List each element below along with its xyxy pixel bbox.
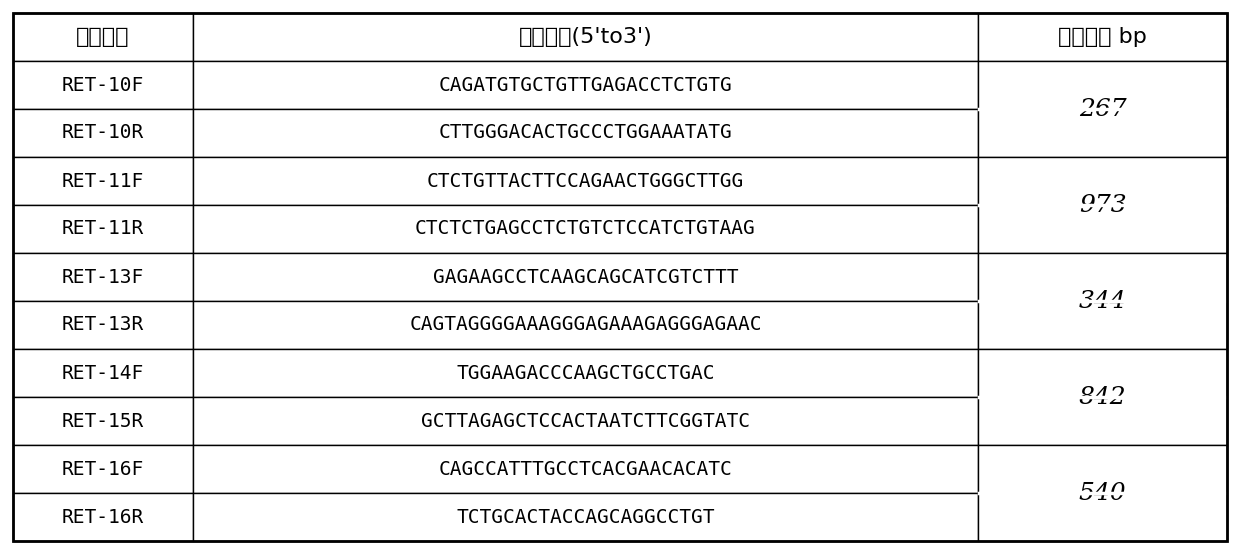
Bar bbox=[978, 397, 1228, 445]
Text: 973: 973 bbox=[1079, 193, 1126, 217]
Text: 842: 842 bbox=[1079, 386, 1126, 408]
Bar bbox=[12, 109, 192, 157]
Text: RET-13F: RET-13F bbox=[62, 268, 144, 286]
Text: TGGAAGACCCAAGCTGCCTGAC: TGGAAGACCCAAGCTGCCTGAC bbox=[456, 363, 714, 382]
Bar bbox=[978, 205, 1228, 253]
Bar bbox=[192, 301, 978, 349]
Bar bbox=[192, 61, 978, 109]
Bar bbox=[12, 61, 192, 109]
Bar bbox=[192, 205, 978, 253]
Bar bbox=[12, 349, 192, 397]
Bar bbox=[12, 253, 192, 301]
Bar bbox=[192, 109, 978, 157]
Bar bbox=[978, 13, 1228, 61]
Text: RET-11R: RET-11R bbox=[62, 219, 144, 239]
Bar bbox=[192, 157, 978, 205]
Bar bbox=[12, 205, 192, 253]
Bar bbox=[978, 61, 1228, 109]
Text: 引物名称: 引物名称 bbox=[76, 27, 130, 47]
Text: CAGATGTGCTGTTGAGACCTCTGTG: CAGATGTGCTGTTGAGACCTCTGTG bbox=[439, 75, 733, 95]
Bar bbox=[192, 253, 978, 301]
Bar bbox=[978, 253, 1228, 301]
Text: 344: 344 bbox=[1079, 290, 1126, 312]
Text: CAGCCATTTGCCTCACGAACACATC: CAGCCATTTGCCTCACGAACACATC bbox=[439, 459, 733, 479]
Text: RET-15R: RET-15R bbox=[62, 412, 144, 430]
Text: RET-16F: RET-16F bbox=[62, 459, 144, 479]
Text: RET-10F: RET-10F bbox=[62, 75, 144, 95]
Text: CTCTCTGAGCCTCTGTCTCCATCTGTAAG: CTCTCTGAGCCTCTGTCTCCATCTGTAAG bbox=[415, 219, 755, 239]
Bar bbox=[192, 397, 978, 445]
Text: 产物大小 bp: 产物大小 bp bbox=[1058, 27, 1147, 47]
Bar bbox=[192, 13, 978, 61]
Text: 267: 267 bbox=[1079, 98, 1126, 121]
Bar bbox=[978, 157, 1228, 205]
Bar bbox=[192, 445, 978, 493]
Text: CAGTAGGGGAAAGGGAGAAAGAGGGAGAAC: CAGTAGGGGAAAGGGAGAAAGAGGGAGAAC bbox=[409, 315, 761, 335]
Text: CTTGGGACACTGCCCTGGAAATATG: CTTGGGACACTGCCCTGGAAATATG bbox=[439, 124, 733, 142]
Text: RET-10R: RET-10R bbox=[62, 124, 144, 142]
Text: RET-11F: RET-11F bbox=[62, 172, 144, 191]
Text: 引物序列(5'to3'): 引物序列(5'to3') bbox=[518, 27, 652, 47]
Text: RET-16R: RET-16R bbox=[62, 507, 144, 526]
Text: CTCTGTTACTTCCAGAACTGGGCTTGG: CTCTGTTACTTCCAGAACTGGGCTTGG bbox=[427, 172, 744, 191]
Text: GAGAAGCCTCAAGCAGCATCGTCTTT: GAGAAGCCTCAAGCAGCATCGTCTTT bbox=[433, 268, 738, 286]
Text: 540: 540 bbox=[1079, 481, 1126, 505]
Bar bbox=[192, 493, 978, 541]
Text: TCTGCACTACCAGCAGGCCTGT: TCTGCACTACCAGCAGGCCTGT bbox=[456, 507, 714, 526]
Bar bbox=[12, 397, 192, 445]
Text: GCTTAGAGCTCCACTAATCTTCGGTATC: GCTTAGAGCTCCACTAATCTTCGGTATC bbox=[420, 412, 750, 430]
Bar bbox=[978, 109, 1228, 157]
Bar bbox=[192, 349, 978, 397]
Bar bbox=[978, 445, 1228, 493]
Bar bbox=[12, 13, 192, 61]
Bar bbox=[12, 445, 192, 493]
Bar bbox=[12, 493, 192, 541]
Bar bbox=[12, 301, 192, 349]
Bar bbox=[978, 301, 1228, 349]
Bar bbox=[978, 349, 1228, 397]
Text: RET-14F: RET-14F bbox=[62, 363, 144, 382]
Bar bbox=[978, 493, 1228, 541]
Text: RET-13R: RET-13R bbox=[62, 315, 144, 335]
Bar bbox=[12, 157, 192, 205]
